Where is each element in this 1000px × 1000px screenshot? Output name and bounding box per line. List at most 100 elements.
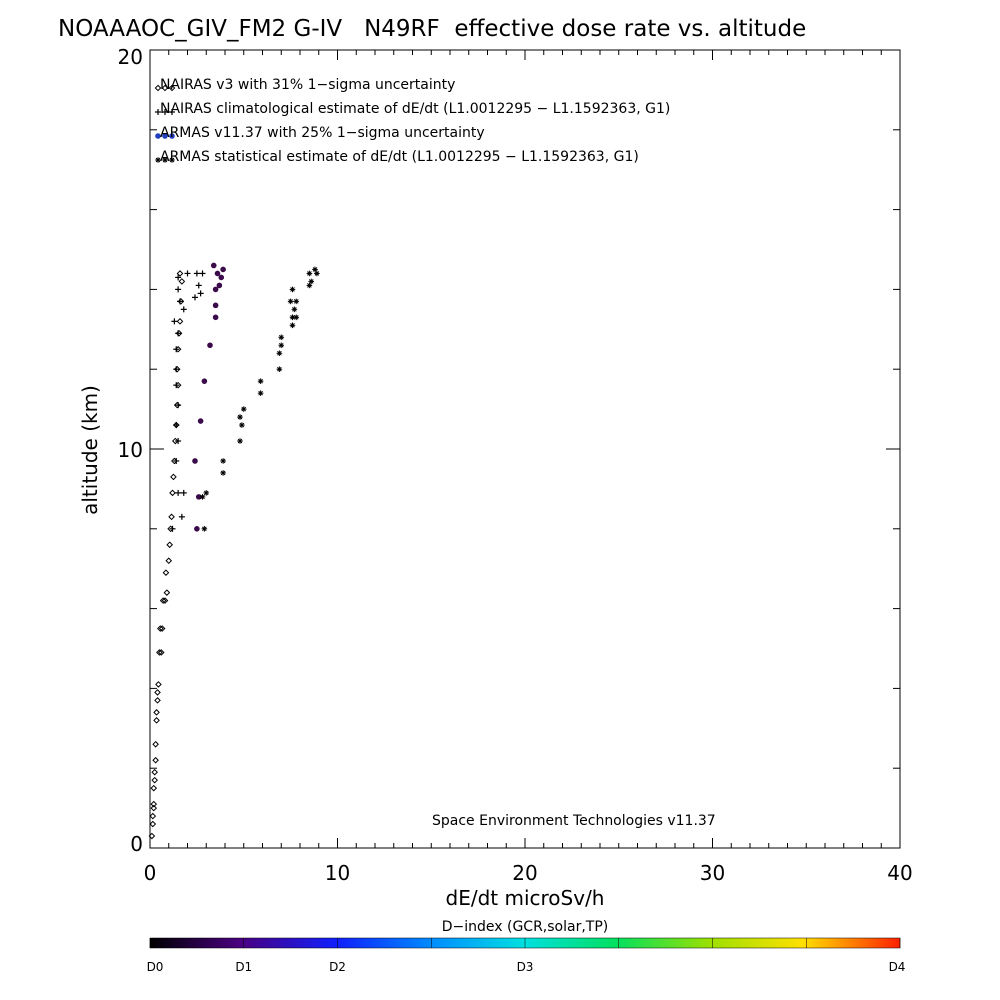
x-tick-label-1: 10 <box>325 861 350 885</box>
data-point-asterisk <box>203 490 210 496</box>
legend-marker <box>162 157 168 163</box>
data-point-diamond <box>176 318 184 325</box>
data-point-plus <box>184 270 191 277</box>
colorbar-tick-label: D0 <box>147 960 164 974</box>
data-point-diamond <box>158 625 166 632</box>
data-point-diamond <box>161 597 169 604</box>
data-point-asterisk <box>276 366 283 372</box>
data-point-asterisk <box>237 438 243 444</box>
colorbar-tick-label: D1 <box>235 960 252 974</box>
data-point-asterisk <box>293 298 300 305</box>
legend: NAIRAS v3 with 31% 1−sigma uncertainty N… <box>154 77 670 165</box>
data-point-plus <box>175 330 182 337</box>
asterisk-stroke <box>288 299 293 304</box>
data-point-diamond <box>168 513 175 521</box>
data-point-plus <box>197 290 204 297</box>
colorbar-title: D−index (GCR,solar,TP) <box>442 919 609 935</box>
asterisk-stroke <box>155 157 161 163</box>
asterisk-stroke <box>258 390 263 396</box>
asterisk-stroke <box>293 299 299 304</box>
y-tick-label-0: 0 <box>130 832 143 856</box>
data-point-plus <box>178 513 185 520</box>
data-point-asterisk <box>287 298 294 305</box>
data-point-diamond <box>176 270 184 277</box>
asterisk-stroke <box>220 470 226 476</box>
legend-marker <box>169 157 175 163</box>
data-point-plus <box>169 525 176 532</box>
legend-marker <box>154 84 162 92</box>
data-point-dot <box>212 302 219 309</box>
y-tick-label-2: 20 <box>118 45 143 69</box>
data-point-diamond <box>155 681 162 688</box>
legend-label-1: NAIRAS climatological estimate of dE/dt … <box>160 101 670 117</box>
data-point-plus <box>177 298 183 305</box>
asterisk-stroke <box>290 315 295 320</box>
data-point-asterisk <box>308 278 315 285</box>
legend-label-2: ARMAS v11.37 with 25% 1−sigma uncertaint… <box>160 125 485 141</box>
data-point-dot <box>207 342 213 349</box>
data-point-dot <box>212 314 219 321</box>
data-point-asterisk <box>291 306 298 313</box>
legend-label-3: ARMAS statistical estimate of dE/dt (L1.… <box>160 149 639 165</box>
legend-marker-asterisk <box>155 157 175 163</box>
legend-marker <box>169 109 175 115</box>
legend-marker <box>155 133 161 139</box>
legend-marker-dot <box>155 133 175 139</box>
data-point-asterisk <box>237 414 243 420</box>
data-point-asterisk <box>257 390 264 396</box>
data-point-diamond <box>153 709 160 716</box>
asterisk-stroke <box>290 322 295 328</box>
data-point-asterisk <box>220 470 226 476</box>
data-point-diamond <box>153 717 160 724</box>
chart-title: NOAAAOC_GIV_FM2 G-IV N49RF effective dos… <box>58 16 806 42</box>
asterisk-stroke <box>220 458 226 464</box>
colorbar-tick-label: D2 <box>329 960 346 974</box>
asterisk-stroke <box>237 438 243 444</box>
asterisk-stroke <box>312 267 318 272</box>
data-point-asterisk <box>289 286 296 293</box>
data-point-diamond <box>177 298 185 305</box>
data-point-plus <box>173 366 180 373</box>
data-point-plus <box>173 346 180 353</box>
data-point-plus <box>195 282 202 289</box>
data-point-plus <box>180 489 187 496</box>
data-point-diamond <box>178 278 186 285</box>
asterisk-stroke <box>203 490 209 496</box>
data-point-dot <box>216 282 223 289</box>
data-point-asterisk <box>278 334 285 341</box>
credit-text: Space Environment Technologies v11.37 <box>432 813 716 829</box>
data-point-diamond <box>173 365 181 373</box>
data-point-diamond <box>149 820 157 828</box>
data-points <box>148 262 320 840</box>
data-point-asterisk <box>201 526 208 532</box>
data-point-asterisk <box>278 342 285 349</box>
legend-marker-plus <box>155 109 175 115</box>
data-point-plus <box>192 294 198 301</box>
asterisk-stroke <box>277 350 282 356</box>
data-point-diamond <box>150 784 158 792</box>
data-point-plus <box>193 270 200 277</box>
series-dot <box>192 262 226 532</box>
asterisk-stroke <box>292 307 297 312</box>
asterisk-stroke <box>239 422 245 428</box>
data-point-asterisk <box>199 494 206 500</box>
legend-marker <box>161 84 169 92</box>
data-point-plus <box>175 274 182 281</box>
asterisk-stroke <box>237 414 243 420</box>
data-point-diamond <box>169 489 176 497</box>
y-tick-label-1: 10 <box>118 438 143 462</box>
data-point-plus <box>175 286 182 293</box>
data-point-diamond <box>154 697 161 704</box>
data-point-plus <box>173 457 180 464</box>
data-point-asterisk <box>276 350 283 357</box>
data-point-diamond <box>154 689 161 696</box>
data-point-diamond <box>151 776 158 784</box>
series-diamond <box>148 270 186 840</box>
x-tick-label-2: 20 <box>512 861 537 885</box>
series-plus <box>169 270 206 532</box>
asterisk-stroke <box>314 271 320 276</box>
data-point-diamond <box>152 740 159 748</box>
data-point-asterisk <box>314 270 320 277</box>
plot-frame <box>149 49 901 849</box>
data-point-diamond <box>162 569 170 576</box>
